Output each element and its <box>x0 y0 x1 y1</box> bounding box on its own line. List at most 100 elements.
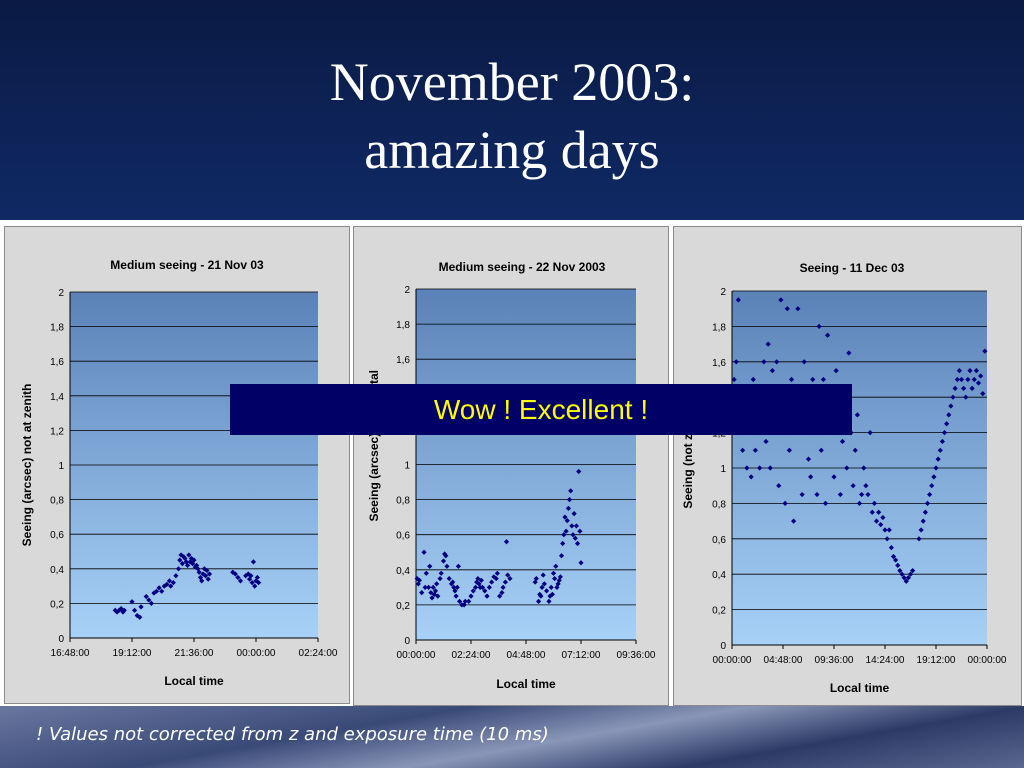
data-point <box>556 577 562 583</box>
data-point <box>578 560 584 566</box>
data-point <box>795 306 801 312</box>
x-tick-label: 00:00:00 <box>237 648 276 659</box>
title-line-2: amazing days <box>364 120 660 180</box>
excellent-banner: Wow ! Excellent ! <box>230 384 852 435</box>
data-point <box>550 570 557 576</box>
data-point <box>903 578 909 584</box>
data-point <box>532 579 538 585</box>
y-tick-label: 1,4 <box>50 392 64 403</box>
data-point <box>740 447 746 453</box>
data-point <box>548 584 554 590</box>
data-point <box>905 575 911 581</box>
data-point <box>177 557 183 563</box>
data-point <box>929 483 935 489</box>
data-point <box>944 421 950 427</box>
data-point <box>416 577 423 583</box>
data-point <box>767 465 773 471</box>
data-point <box>859 491 865 498</box>
x-tick-label: 09:36:00 <box>617 650 656 661</box>
x-axis-label: Local time <box>164 674 224 688</box>
data-point <box>195 566 201 572</box>
data-point <box>901 575 907 581</box>
data-point <box>927 491 933 498</box>
footnote: ! Values not corrected from z and exposu… <box>36 724 549 745</box>
data-point <box>427 563 433 569</box>
data-point <box>890 553 897 560</box>
data-point <box>170 580 176 586</box>
data-point <box>566 497 573 503</box>
data-point <box>192 564 198 570</box>
data-point <box>232 571 238 577</box>
data-point <box>786 447 792 453</box>
data-point <box>750 376 756 383</box>
data-point <box>255 580 262 586</box>
data-point <box>920 518 926 524</box>
y-tick-label: 0,4 <box>50 565 64 576</box>
data-point <box>178 552 184 558</box>
data-point <box>776 483 782 489</box>
data-point <box>539 584 545 590</box>
data-point <box>907 571 914 577</box>
data-point <box>810 376 816 383</box>
chart-title: Medium seeing - 22 Nov 2003 <box>439 260 606 274</box>
data-point <box>564 518 570 524</box>
data-point <box>118 605 124 612</box>
data-point <box>818 447 824 453</box>
y-tick-label: 2 <box>404 285 410 296</box>
data-point <box>924 500 931 506</box>
y-tick-label: 0,2 <box>712 606 726 617</box>
x-tick-label: 14:24:00 <box>866 655 905 666</box>
data-point <box>882 527 888 533</box>
data-point <box>825 332 831 338</box>
data-point <box>574 540 581 547</box>
data-point <box>884 536 890 542</box>
data-point <box>948 403 954 409</box>
data-point <box>235 574 241 581</box>
y-tick-label: 1,2 <box>50 426 64 437</box>
data-point <box>557 574 563 580</box>
x-tick-label: 19:12:00 <box>917 655 956 666</box>
data-point <box>423 570 429 576</box>
data-point <box>971 376 977 383</box>
y-tick-label: 1 <box>720 464 726 475</box>
y-tick-label: 1,8 <box>396 320 410 331</box>
y-tick-label: 1 <box>58 461 64 472</box>
data-point <box>763 438 769 445</box>
data-point <box>166 578 173 584</box>
data-point <box>791 518 797 524</box>
data-point <box>731 376 737 383</box>
data-point <box>437 575 443 582</box>
data-point <box>249 580 255 586</box>
data-point <box>173 573 179 579</box>
data-point <box>248 573 254 579</box>
data-point <box>869 509 875 515</box>
data-point <box>181 554 187 560</box>
y-tick-label: 0,4 <box>712 570 726 581</box>
data-point <box>479 584 486 590</box>
data-point <box>476 581 482 587</box>
y-tick-label: 0,6 <box>396 531 410 542</box>
data-point <box>897 568 903 574</box>
data-point <box>146 597 152 603</box>
data-point <box>744 465 750 471</box>
chart-title: Seeing - 11 Dec 03 <box>800 261 905 275</box>
y-tick-label: 1,6 <box>396 355 410 366</box>
x-tick-label: 00:00:00 <box>397 650 436 661</box>
data-point <box>168 583 174 589</box>
data-point <box>839 438 846 445</box>
data-point <box>502 579 508 585</box>
data-point <box>572 535 578 541</box>
x-tick-label: 16:48:00 <box>51 648 90 659</box>
data-point <box>503 539 510 545</box>
data-point <box>499 590 505 596</box>
data-point <box>486 584 492 590</box>
title-line-1: November 2003: <box>329 52 695 112</box>
data-point <box>571 511 577 517</box>
data-point <box>863 483 869 489</box>
y-tick-label: 1 <box>404 461 410 472</box>
data-point <box>916 536 922 542</box>
data-point <box>494 570 500 576</box>
data-point <box>186 552 192 558</box>
data-point <box>250 559 257 565</box>
snow-background <box>0 705 1024 768</box>
